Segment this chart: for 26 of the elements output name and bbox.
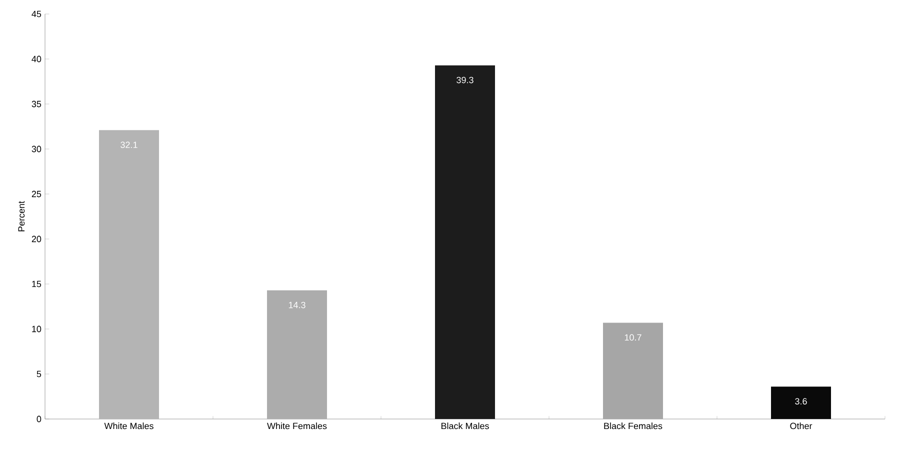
y-tick-label: 45 <box>32 10 42 18</box>
y-tick-label: 15 <box>32 280 42 288</box>
bar <box>603 322 664 419</box>
y-tick-label: 0 <box>36 416 42 422</box>
bar <box>771 386 832 419</box>
data-label: 39.3 <box>456 76 474 84</box>
bar <box>99 130 159 419</box>
x-tick-label: Black Females <box>604 422 662 430</box>
y-axis-title: Percent <box>18 201 25 232</box>
y-tick-label: 25 <box>32 190 42 198</box>
y-tick-label: 5 <box>36 370 42 378</box>
data-label: 32.1 <box>120 142 138 148</box>
x-tick-label: White Females <box>267 422 327 430</box>
x-tick-label: Black Males <box>441 422 489 430</box>
y-tick-label: 10 <box>32 326 42 332</box>
y-tick-label: 30 <box>32 146 42 152</box>
bar <box>267 290 328 419</box>
y-tick-label: 35 <box>32 100 42 108</box>
x-tick-label: White Males <box>104 422 154 430</box>
y-tick-label: 20 <box>32 236 42 242</box>
y-tick-label: 40 <box>32 56 42 62</box>
bar <box>435 65 496 419</box>
data-label: 3.6 <box>795 398 807 405</box>
data-label: 10.7 <box>624 334 642 341</box>
data-label: 14.3 <box>288 302 306 308</box>
x-tick-label: Other <box>790 422 812 430</box>
